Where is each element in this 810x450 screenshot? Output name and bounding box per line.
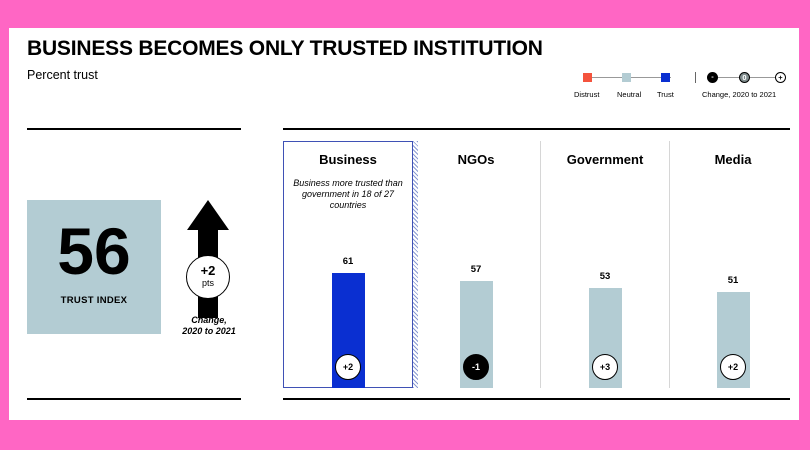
index-change-note-line2: 2020 to 2021 xyxy=(182,326,236,337)
value-label-business: 61 xyxy=(342,256,354,267)
index-change-badge: +2 pts xyxy=(186,255,230,299)
change-badge-government: +3 xyxy=(592,354,618,380)
legend-label-neutral: Neutral xyxy=(617,90,642,99)
legend-label-distrust: Distrust xyxy=(574,90,600,99)
category-label-government: Government xyxy=(566,152,644,167)
index-change-value: +2 xyxy=(200,263,216,278)
value-label-media: 51 xyxy=(727,274,739,286)
chart-subtitle: Percent trust xyxy=(27,68,98,82)
legend-change-negative: - xyxy=(707,72,718,83)
legend-swatch-trust xyxy=(661,73,670,82)
value-label-ngos: 57 xyxy=(470,263,482,275)
category-label-ngos: NGOs xyxy=(457,152,495,167)
left-top-rule xyxy=(27,128,241,130)
legend-swatch-distrust xyxy=(583,73,592,82)
trust-index-box: 56 TRUST INDEX xyxy=(27,200,161,334)
category-label-media: Media xyxy=(714,152,752,167)
chart-title: BUSINESS BECOMES ONLY TRUSTED INSTITUTIO… xyxy=(27,37,543,60)
right-bottom-rule xyxy=(283,398,790,400)
trust-index-label: TRUST INDEX xyxy=(60,295,128,306)
change-badge-media: +2 xyxy=(720,354,746,380)
legend-divider xyxy=(695,72,696,83)
column-separator xyxy=(540,141,541,388)
legend-change-zero: 0 xyxy=(739,72,750,83)
chart-frame: BUSINESS BECOMES ONLY TRUSTED INSTITUTIO… xyxy=(9,28,799,420)
business-highlight-shadow xyxy=(413,141,418,388)
index-change-unit: pts xyxy=(201,278,214,288)
right-top-rule xyxy=(283,128,790,130)
legend-swatch-neutral xyxy=(622,73,631,82)
change-badge-ngos: -1 xyxy=(463,354,489,380)
index-change-note-line1: Change, xyxy=(191,315,227,325)
legend-label-trust: Trust xyxy=(657,90,674,99)
category-label-business: Business xyxy=(319,152,377,167)
business-annotation: Business more trusted than government in… xyxy=(293,178,403,210)
change-badge-business: +2 xyxy=(335,354,361,380)
value-label-government: 53 xyxy=(599,271,611,283)
left-bottom-rule xyxy=(27,398,241,400)
legend: Distrust Neutral Trust - 0 + Change, 202… xyxy=(574,72,791,102)
legend-change-positive: + xyxy=(775,72,786,83)
trust-index-value: 56 xyxy=(57,214,131,288)
column-separator xyxy=(669,141,670,388)
index-change-note: Change, 2020 to 2021 xyxy=(174,315,244,338)
legend-change-label: Change, 2020 to 2021 xyxy=(702,90,777,99)
